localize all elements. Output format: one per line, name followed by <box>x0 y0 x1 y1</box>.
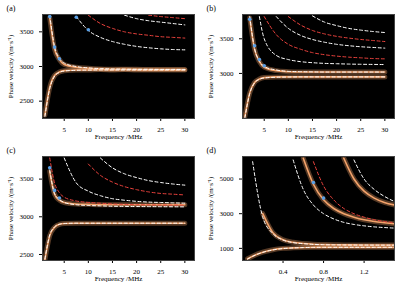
svg-text:10: 10 <box>85 126 93 134</box>
svg-text:20: 20 <box>133 126 141 135</box>
svg-text:20: 20 <box>133 268 141 277</box>
svg-text:(d): (d) <box>207 146 217 155</box>
svg-text:1000: 1000 <box>220 245 235 253</box>
svg-text:3500: 3500 <box>220 35 235 43</box>
svg-text:10: 10 <box>285 126 293 134</box>
svg-text:5: 5 <box>62 126 66 134</box>
svg-text:(a): (a) <box>7 4 16 13</box>
svg-text:3000: 3000 <box>220 70 235 78</box>
svg-text:30: 30 <box>381 126 389 134</box>
svg-text:Phase velocity /(m·s⁻¹): Phase velocity /(m·s⁻¹) <box>207 176 215 240</box>
svg-text:Phase velocity /(m·s⁻¹): Phase velocity /(m·s⁻¹) <box>7 176 15 240</box>
svg-text:Phase velocity /(m·s⁻¹): Phase velocity /(m·s⁻¹) <box>207 34 215 98</box>
svg-text:25: 25 <box>357 126 365 134</box>
svg-text:30: 30 <box>181 126 189 134</box>
svg-text:3000: 3000 <box>20 213 35 221</box>
svg-text:2500: 2500 <box>20 251 35 259</box>
svg-text:Frequency /MHz: Frequency /MHz <box>295 275 343 283</box>
svg-text:25: 25 <box>157 268 165 276</box>
svg-text:3500: 3500 <box>20 28 35 36</box>
svg-text:15: 15 <box>309 126 316 135</box>
svg-text:0.8: 0.8 <box>319 268 328 277</box>
svg-text:5: 5 <box>62 268 66 276</box>
svg-text:Frequency /MHz: Frequency /MHz <box>295 133 343 141</box>
svg-text:25: 25 <box>157 126 165 134</box>
svg-text:3000: 3000 <box>20 63 35 71</box>
svg-text:5000: 5000 <box>220 175 235 183</box>
svg-text:15: 15 <box>109 126 116 135</box>
svg-text:1.2: 1.2 <box>360 268 369 276</box>
svg-text:0.4: 0.4 <box>279 268 288 276</box>
svg-text:5: 5 <box>262 126 266 134</box>
svg-text:3500: 3500 <box>20 175 35 183</box>
svg-text:Frequency /MHz: Frequency /MHz <box>95 133 143 141</box>
svg-text:15: 15 <box>109 268 116 277</box>
svg-text:10: 10 <box>85 268 93 276</box>
svg-text:2500: 2500 <box>20 97 35 105</box>
svg-text:3000: 3000 <box>220 210 235 218</box>
svg-text:Frequency /MHz: Frequency /MHz <box>95 275 143 283</box>
svg-text:(b): (b) <box>207 4 217 13</box>
svg-text:20: 20 <box>333 126 341 135</box>
svg-text:Phase velocity /(m·s⁻¹): Phase velocity /(m·s⁻¹) <box>7 34 15 98</box>
svg-text:(c): (c) <box>7 146 16 155</box>
svg-text:30: 30 <box>181 268 189 276</box>
